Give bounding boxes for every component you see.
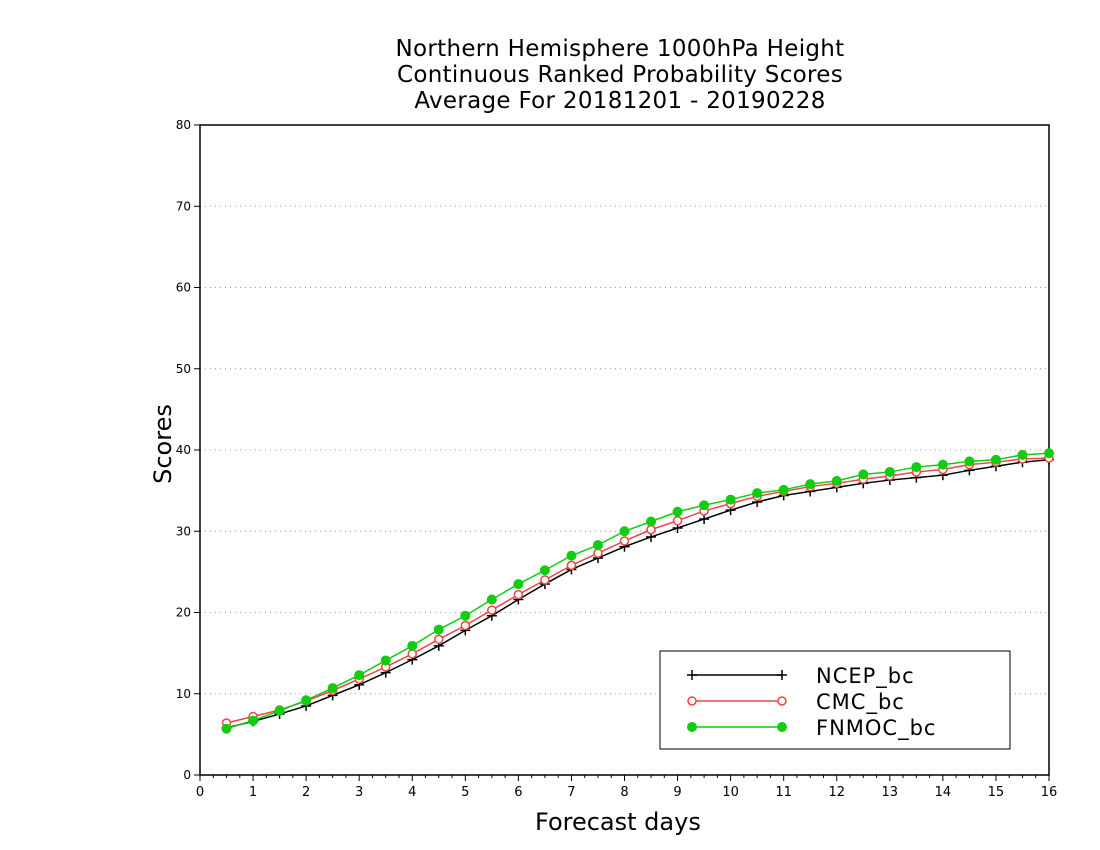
y-tick-label-60: 60 bbox=[176, 281, 191, 295]
x-axis-title: Forecast days bbox=[535, 808, 701, 836]
point-fnmoc-bc-1 bbox=[248, 715, 259, 726]
point-cmc-bc-9 bbox=[460, 620, 471, 631]
point-cmc-bc-12 bbox=[540, 575, 550, 585]
point-fnmoc-bc-13 bbox=[566, 550, 577, 561]
point-fnmoc-bc-11 bbox=[513, 579, 524, 590]
point-cmc-bc-8 bbox=[434, 634, 444, 645]
point-fnmoc-bc-14 bbox=[592, 540, 603, 551]
y-tick-label-20: 20 bbox=[176, 606, 191, 620]
point-cmc-bc-15 bbox=[619, 536, 630, 546]
x-tick-label-7: 7 bbox=[567, 785, 575, 800]
point-cmc-bc-17 bbox=[672, 515, 683, 526]
point-fnmoc-bc-26 bbox=[911, 462, 922, 473]
legend-marker-start-cmc-bc bbox=[687, 696, 697, 706]
point-fnmoc-bc-31 bbox=[1044, 448, 1054, 459]
point-fnmoc-bc-7 bbox=[407, 640, 418, 651]
x-tick-label-5: 5 bbox=[461, 785, 469, 800]
x-tick-label-3: 3 bbox=[355, 785, 363, 800]
x-tick-label-4: 4 bbox=[408, 785, 416, 800]
point-fnmoc-bc-9 bbox=[460, 610, 471, 621]
legend-label-cmc-bc: CMC_bc bbox=[816, 690, 905, 715]
point-cmc-bc-13 bbox=[566, 560, 577, 571]
point-fnmoc-bc-15 bbox=[619, 526, 630, 537]
y-tick-label-10: 10 bbox=[176, 687, 191, 701]
point-fnmoc-bc-19 bbox=[725, 494, 736, 505]
x-tick-label-12: 12 bbox=[828, 785, 845, 800]
y-axis-title: Scores bbox=[149, 404, 177, 484]
y-tick-label-40: 40 bbox=[176, 443, 191, 457]
point-fnmoc-bc-21 bbox=[778, 484, 789, 495]
point-fnmoc-bc-2 bbox=[274, 705, 285, 716]
point-fnmoc-bc-6 bbox=[380, 655, 391, 666]
point-fnmoc-bc-10 bbox=[486, 594, 497, 605]
point-fnmoc-bc-25 bbox=[884, 466, 895, 477]
point-cmc-bc-7 bbox=[407, 649, 417, 659]
legend-label-ncep-bc: NCEP_bc bbox=[816, 664, 915, 689]
point-fnmoc-bc-23 bbox=[831, 475, 842, 486]
legend-marker-start-fnmoc-bc bbox=[687, 722, 697, 732]
x-tick-label-16: 16 bbox=[1041, 785, 1058, 800]
point-fnmoc-bc-16 bbox=[646, 516, 657, 527]
legend-box bbox=[659, 650, 1011, 750]
point-fnmoc-bc-8 bbox=[433, 624, 444, 635]
chart-title-line-3: Average For 20181201 - 20190228 bbox=[414, 88, 826, 114]
x-tick-label-9: 9 bbox=[673, 785, 681, 800]
point-fnmoc-bc-24 bbox=[858, 469, 869, 480]
x-tick-label-13: 13 bbox=[882, 785, 899, 800]
x-tick-label-10: 10 bbox=[722, 785, 739, 800]
legend-marker-end-cmc-bc bbox=[777, 696, 787, 706]
point-fnmoc-bc-5 bbox=[354, 670, 365, 681]
point-fnmoc-bc-27 bbox=[937, 459, 948, 470]
x-tick-label-15: 15 bbox=[988, 785, 1005, 800]
point-fnmoc-bc-12 bbox=[539, 565, 550, 576]
x-tick-label-1: 1 bbox=[249, 785, 257, 800]
point-fnmoc-bc-28 bbox=[964, 456, 975, 467]
point-fnmoc-bc-3 bbox=[301, 695, 312, 706]
x-tick-label-2: 2 bbox=[302, 785, 310, 800]
point-fnmoc-bc-30 bbox=[1017, 449, 1028, 460]
point-fnmoc-bc-18 bbox=[699, 500, 710, 511]
point-fnmoc-bc-17 bbox=[672, 506, 683, 517]
point-fnmoc-bc-0 bbox=[221, 723, 232, 734]
point-fnmoc-bc-29 bbox=[990, 454, 1001, 465]
point-cmc-bc-14 bbox=[593, 548, 603, 558]
x-tick-label-14: 14 bbox=[935, 785, 952, 800]
y-tick-label-50: 50 bbox=[176, 362, 191, 376]
legend-label-fnmoc-bc: FNMOC_bc bbox=[816, 716, 936, 741]
y-tick-label-30: 30 bbox=[176, 524, 191, 538]
point-fnmoc-bc-4 bbox=[327, 683, 338, 694]
x-tick-label-6: 6 bbox=[514, 785, 522, 800]
legend-marker-end-fnmoc-bc bbox=[777, 722, 787, 732]
y-tick-label-0: 0 bbox=[183, 768, 191, 782]
y-tick-label-70: 70 bbox=[176, 199, 191, 213]
x-tick-label-8: 8 bbox=[620, 785, 628, 800]
chart-title-line-2: Continuous Ranked Probability Scores bbox=[396, 62, 843, 88]
point-fnmoc-bc-20 bbox=[752, 488, 763, 499]
y-tick-label-80: 80 bbox=[176, 118, 191, 132]
point-fnmoc-bc-22 bbox=[805, 479, 816, 490]
point-cmc-bc-11 bbox=[513, 589, 524, 600]
point-cmc-bc-10 bbox=[487, 605, 497, 615]
point-cmc-bc-16 bbox=[646, 524, 656, 535]
chart-title-line-1: Northern Hemisphere 1000hPa Height bbox=[395, 36, 845, 62]
x-tick-label-11: 11 bbox=[775, 785, 792, 800]
x-tick-label-0: 0 bbox=[196, 785, 204, 800]
